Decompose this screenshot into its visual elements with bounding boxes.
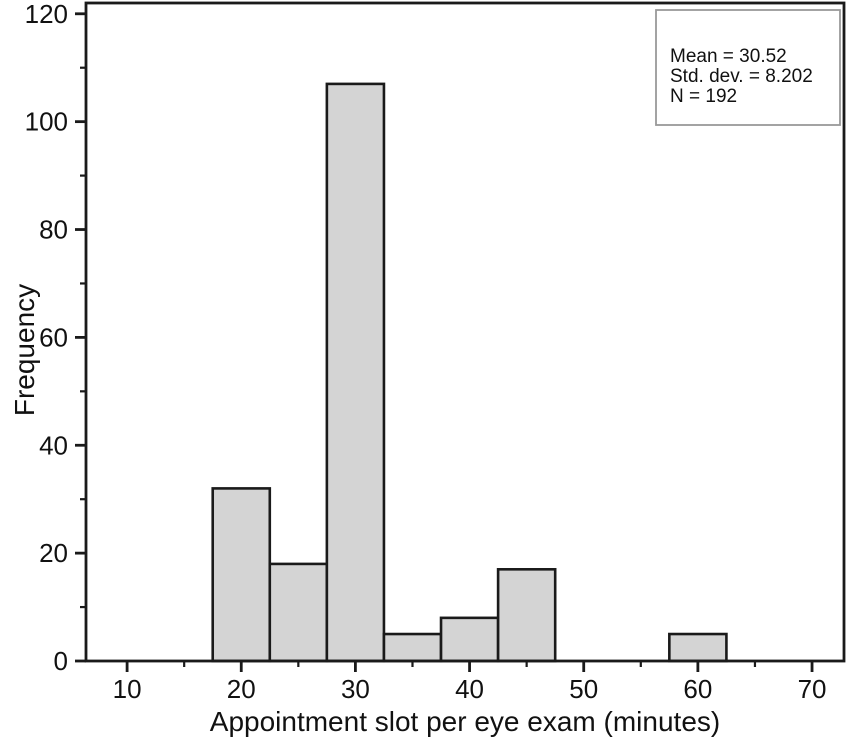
stats-legend: Mean = 30.52 Std. dev. = 8.202 N = 192 <box>655 9 841 126</box>
axis-tick-labels: 0 20 40 60 80 100 120 10 20 30 40 50 60 70 <box>25 0 827 704</box>
stats-n: N = 192 <box>670 86 737 107</box>
y-tick-label: 80 <box>39 215 68 245</box>
axis-ticks <box>75 12 814 672</box>
histogram-bar <box>439 616 500 663</box>
stats-mean: Mean = 30.52 <box>670 46 787 67</box>
x-tick-label: 70 <box>798 674 827 704</box>
stats-stddev: Std. dev. = 8.202 <box>670 66 813 87</box>
histogram-bar <box>325 82 386 663</box>
histogram-bar <box>211 487 272 663</box>
y-tick-label: 60 <box>39 322 68 352</box>
x-tick-label: 30 <box>341 674 370 704</box>
x-tick-label: 50 <box>569 674 598 704</box>
histogram-bar <box>382 632 443 663</box>
histogram-bar <box>496 568 557 663</box>
y-tick-label: 20 <box>39 538 68 568</box>
histogram-bar <box>668 632 728 663</box>
histogram-bar <box>268 562 329 663</box>
y-tick-label: 120 <box>25 0 68 29</box>
stats-legend-box <box>655 9 841 126</box>
x-tick-label: 40 <box>455 674 484 704</box>
plot-frame <box>84 1 846 663</box>
y-tick-label: 0 <box>54 646 68 676</box>
x-axis-title: Appointment slot per eye exam (minutes) <box>210 706 720 737</box>
y-axis-title: Frequency <box>9 284 40 416</box>
bars-layer <box>211 82 728 663</box>
y-tick-label: 100 <box>25 107 68 137</box>
x-tick-label: 60 <box>683 674 712 704</box>
x-tick-label: 10 <box>113 674 142 704</box>
x-tick-label: 20 <box>227 674 256 704</box>
y-tick-label: 40 <box>39 430 68 460</box>
